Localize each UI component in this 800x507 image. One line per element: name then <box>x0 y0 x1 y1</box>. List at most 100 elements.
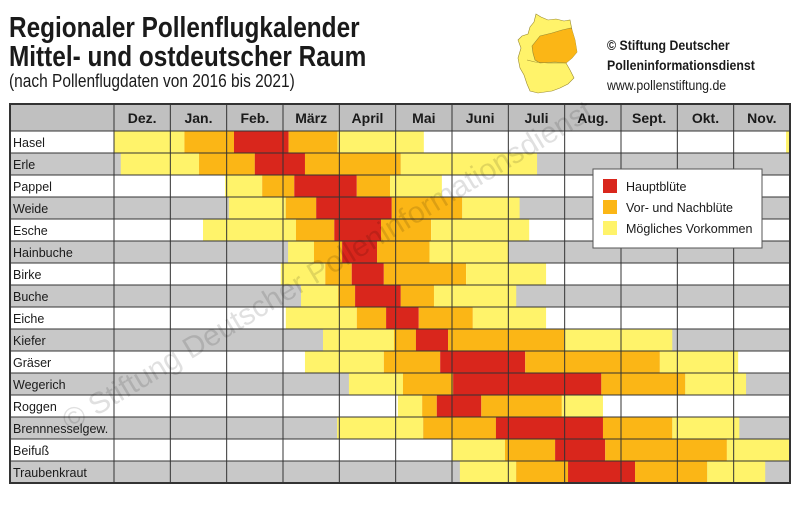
bar-vor-nachbluete <box>402 373 454 395</box>
bar-moegliches-vorkommen <box>472 307 547 329</box>
bar-vor-nachbluete <box>285 197 317 219</box>
bar-vor-nachbluete <box>383 263 467 285</box>
bar-moegliches-vorkommen <box>203 219 296 241</box>
publisher-name-line2: Polleninformationsdienst <box>607 57 755 73</box>
month-label: Dez. <box>128 110 157 126</box>
bar-moegliches-vorkommen <box>390 175 442 197</box>
bar-moegliches-vorkommen <box>561 395 603 417</box>
month-label: Aug. <box>577 110 608 126</box>
plant-label: Buche <box>13 290 48 304</box>
bar-moegliches-vorkommen <box>285 307 357 329</box>
plant-label: Beifuß <box>13 444 49 458</box>
legend-label: Hauptblüte <box>626 180 687 194</box>
bar-moegliches-vorkommen <box>400 153 538 175</box>
bar-vor-nachbluete <box>635 461 708 483</box>
bar-hauptbluete <box>453 373 602 395</box>
plant-label: Hasel <box>13 136 45 150</box>
bar-moegliches-vorkommen <box>431 219 530 241</box>
plant-label: Roggen <box>13 400 57 414</box>
bar-moegliches-vorkommen <box>397 395 423 417</box>
month-label: Feb. <box>240 110 269 126</box>
bar-moegliches-vorkommen <box>564 329 673 351</box>
bar-vor-nachbluete <box>400 285 434 307</box>
bar-hauptbluete <box>568 461 636 483</box>
month-label: Juli <box>524 110 548 126</box>
legend-swatch <box>603 200 617 214</box>
bar-hauptbluete <box>342 241 378 263</box>
bar-vor-nachbluete <box>481 395 562 417</box>
bar-vor-nachbluete <box>383 351 441 373</box>
legend-swatch <box>603 179 617 193</box>
bar-vor-nachbluete <box>448 329 565 351</box>
month-label: Okt. <box>692 110 719 126</box>
chart-subtitle: (nach Pollenflugdaten von 2016 bis 2021) <box>9 71 295 91</box>
bar-vor-nachbluete <box>516 461 569 483</box>
bar-hauptbluete <box>233 131 289 153</box>
bar-hauptbluete <box>334 219 382 241</box>
bar-vor-nachbluete <box>356 175 391 197</box>
header-row-bg <box>10 104 790 131</box>
legend-box <box>592 168 763 249</box>
bar-vor-nachbluete <box>605 439 727 461</box>
bar-moegliches-vorkommen <box>726 439 790 461</box>
chart-title-line2: Mittel- und ostdeutscher Raum <box>9 41 367 73</box>
bar-hauptbluete <box>316 197 392 219</box>
plant-label: Eiche <box>13 312 44 326</box>
bar-moegliches-vorkommen <box>659 351 739 373</box>
bar-moegliches-vorkommen <box>304 351 384 373</box>
bar-vor-nachbluete <box>423 417 496 439</box>
month-label: Mai <box>412 110 435 126</box>
bar-hauptbluete <box>436 395 482 417</box>
bar-moegliches-vorkommen <box>786 131 790 153</box>
bar-moegliches-vorkommen <box>301 285 339 307</box>
bar-vor-nachbluete <box>377 241 430 263</box>
legend-label: Vor- und Nachblüte <box>626 201 733 215</box>
bar-vor-nachbluete <box>422 395 437 417</box>
bar-moegliches-vorkommen <box>337 417 424 439</box>
bar-moegliches-vorkommen <box>114 131 185 153</box>
plant-label: Pappel <box>13 180 52 194</box>
germany-map-icon <box>517 13 578 94</box>
bar-vor-nachbluete <box>381 219 432 241</box>
plant-label: Esche <box>13 224 48 238</box>
bar-moegliches-vorkommen <box>322 329 394 351</box>
bar-vor-nachbluete <box>262 175 295 197</box>
plant-label: Kiefer <box>13 334 46 348</box>
bar-vor-nachbluete <box>304 153 401 175</box>
bar-hauptbluete <box>355 285 401 307</box>
bar-moegliches-vorkommen <box>433 285 517 307</box>
bar-vor-nachbluete <box>356 307 387 329</box>
plant-label: Gräser <box>13 356 51 370</box>
bar-hauptbluete <box>415 329 449 351</box>
plant-label: Birke <box>13 268 42 282</box>
bar-vor-nachbluete <box>184 131 234 153</box>
bar-vor-nachbluete <box>602 417 673 439</box>
bar-moegliches-vorkommen <box>459 461 517 483</box>
bar-moegliches-vorkommen <box>462 197 520 219</box>
bar-hauptbluete <box>351 263 384 285</box>
bar-moegliches-vorkommen <box>288 241 314 263</box>
bar-vor-nachbluete <box>288 131 338 153</box>
plant-label: Brennnesselgew. <box>13 422 108 436</box>
bar-vor-nachbluete <box>313 241 343 263</box>
bar-vor-nachbluete <box>391 197 463 219</box>
table-border <box>9 103 791 484</box>
bar-moegliches-vorkommen <box>466 263 547 285</box>
bar-hauptbluete <box>294 175 357 197</box>
month-label: Nov. <box>747 110 776 126</box>
plant-label: Erle <box>13 158 35 172</box>
legend-swatch <box>603 221 617 235</box>
bar-moegliches-vorkommen <box>452 439 505 461</box>
bar-moegliches-vorkommen <box>120 153 200 175</box>
plant-label: Hainbuche <box>13 246 73 260</box>
bar-moegliches-vorkommen <box>672 417 740 439</box>
bar-vor-nachbluete <box>325 263 352 285</box>
bar-moegliches-vorkommen <box>337 131 424 153</box>
bar-vor-nachbluete <box>601 373 686 395</box>
plant-label: Wegerich <box>13 378 66 392</box>
plant-label: Weide <box>13 202 48 216</box>
bar-moegliches-vorkommen <box>224 175 263 197</box>
bar-moegliches-vorkommen <box>228 197 286 219</box>
bar-moegliches-vorkommen <box>685 373 747 395</box>
